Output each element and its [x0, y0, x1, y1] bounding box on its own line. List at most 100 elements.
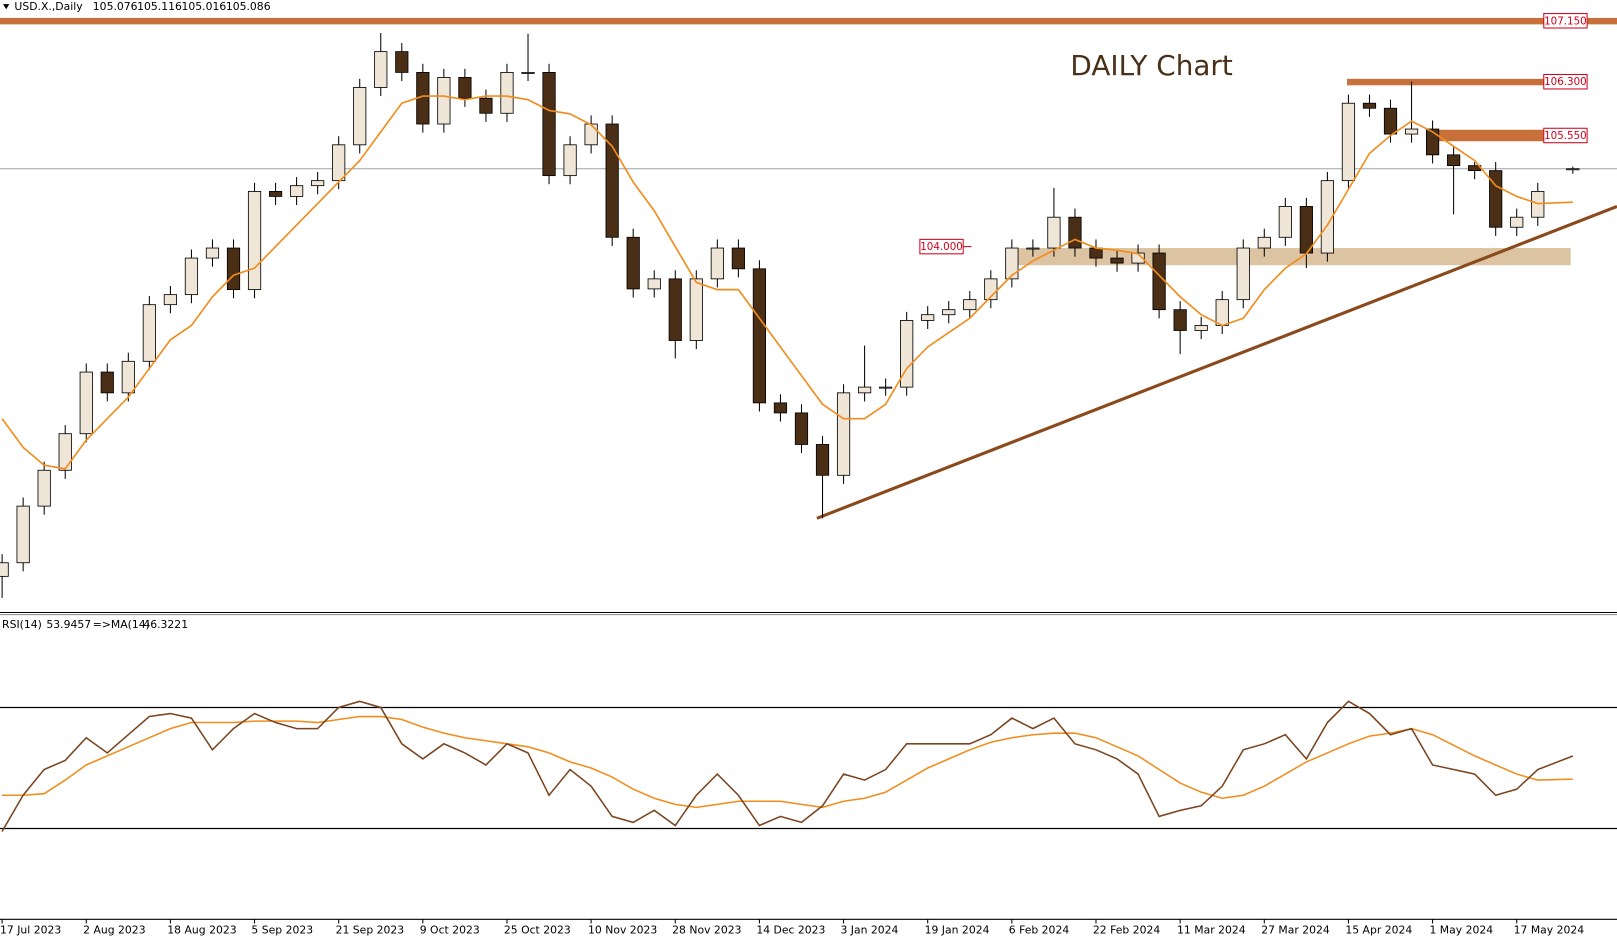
candle-body	[584, 123, 598, 146]
candle-body	[1341, 102, 1356, 182]
ohlc-low: 105.016	[182, 0, 227, 13]
candle-body	[689, 278, 703, 341]
x-tick-label: 15 Apr 2024	[1345, 924, 1412, 937]
candle-body	[163, 294, 177, 306]
candle-body	[374, 51, 388, 88]
candle-body	[542, 71, 556, 177]
level-label-box	[919, 238, 964, 255]
candle-body	[353, 87, 367, 146]
x-tick-label: 19 Jan 2024	[925, 924, 990, 937]
candle-body	[100, 371, 114, 394]
ohlc-high: 105.116	[137, 0, 182, 13]
x-tick-label: 11 Mar 2024	[1177, 924, 1246, 937]
x-tick-label: 21 Sep 2023	[336, 924, 405, 937]
x-tick-label: 17 Jul 2023	[0, 924, 61, 937]
level-label-box	[1543, 73, 1588, 90]
x-tick-label: 25 Oct 2023	[504, 924, 571, 937]
moving-average	[1, 95, 1573, 470]
candle-body	[16, 505, 30, 564]
level-label: 107.150	[1544, 15, 1587, 27]
candle-body	[205, 247, 220, 259]
menu-arrow[interactable]	[3, 4, 10, 10]
candle-body	[857, 386, 872, 394]
x-tick-label: 1 May 2024	[1429, 924, 1493, 937]
candle-body	[37, 469, 51, 507]
x-tick-label: 28 Nov 2023	[672, 924, 741, 937]
candle-body	[79, 371, 93, 435]
candle-body	[1089, 247, 1103, 259]
candle-body	[731, 247, 745, 270]
level-zone	[1010, 248, 1571, 266]
candle-body	[563, 144, 577, 177]
candle-body	[268, 190, 283, 197]
x-tick-label: 2 Aug 2023	[83, 924, 146, 937]
level-label: 106.300	[1544, 76, 1587, 88]
candle-body	[521, 71, 535, 74]
candle-body	[1447, 154, 1461, 167]
x-tick-label: 10 Nov 2023	[588, 924, 657, 937]
candle-body	[752, 268, 767, 404]
candle-body	[1278, 206, 1292, 238]
symbol: USD.X.,Daily	[14, 0, 83, 13]
candle-body	[1026, 247, 1040, 250]
x-tick-label: 18 Aug 2023	[167, 924, 236, 937]
candle-body	[58, 433, 72, 471]
candle-body	[942, 309, 956, 316]
candle-body	[395, 51, 409, 73]
x-tick-label: 22 Feb 2024	[1093, 924, 1160, 937]
candle-body	[142, 304, 156, 362]
candle-body	[247, 190, 262, 291]
candle-body	[1152, 252, 1166, 311]
candle-body	[500, 71, 514, 114]
level-zone	[1428, 129, 1544, 142]
ohlc-close: 105.086	[226, 0, 271, 13]
candle-body	[479, 97, 493, 114]
rsi-ma-label: =>MA(14)	[93, 618, 150, 631]
candle-body	[437, 77, 451, 125]
candle-body	[815, 444, 830, 476]
candle-body	[1489, 170, 1503, 228]
candle-body	[1215, 299, 1229, 326]
candle-body	[290, 185, 304, 197]
candle-body	[1566, 168, 1580, 171]
candle-body	[900, 320, 914, 388]
rsi-pane: 17 Jul 2023 2 Aug 2023 18 Aug 2023 5 Sep 20…	[0, 700, 1617, 937]
candle-body	[332, 144, 346, 182]
rsi-line	[1, 700, 1574, 832]
candle-body	[458, 77, 472, 99]
x-tick-label: 17 May 2024	[1514, 924, 1585, 937]
candle-body	[1425, 128, 1440, 156]
candle-body	[794, 412, 809, 445]
candle-body	[836, 392, 851, 476]
candle-body	[1299, 206, 1313, 254]
candle-body	[626, 236, 640, 290]
candle-body	[1510, 216, 1524, 228]
level-label-box	[1543, 127, 1588, 144]
trend-line	[816, 205, 1617, 520]
candle-body	[1194, 325, 1208, 331]
chart-annotation: DAILY Chart	[1070, 49, 1232, 82]
level-zone	[1347, 78, 1544, 86]
x-tick-label: 27 Mar 2024	[1261, 924, 1330, 937]
candle-body	[1110, 257, 1124, 264]
candle-body	[1404, 128, 1419, 135]
x-tick-label: 6 Feb 2024	[1009, 924, 1070, 937]
level-label: 104.000	[920, 241, 963, 253]
rsi-value: 53.9457	[46, 618, 91, 631]
level-label: 105.550	[1544, 130, 1587, 142]
candle-body	[1005, 247, 1019, 280]
candle-body	[1236, 247, 1250, 301]
rsi-label: RSI(14)	[2, 618, 42, 631]
x-tick-label: 3 Jan 2024	[840, 924, 898, 937]
candle-body	[963, 299, 977, 311]
price-pane: 107.150 106.300 105.550 104.000	[0, 13, 1617, 598]
candle-body	[1257, 236, 1271, 249]
x-tick-label: 14 Dec 2023	[756, 924, 825, 937]
ohlc-open: 105.076	[93, 0, 138, 13]
candle-body	[710, 247, 724, 280]
candle-body	[921, 314, 935, 321]
candle-body	[1383, 107, 1398, 135]
